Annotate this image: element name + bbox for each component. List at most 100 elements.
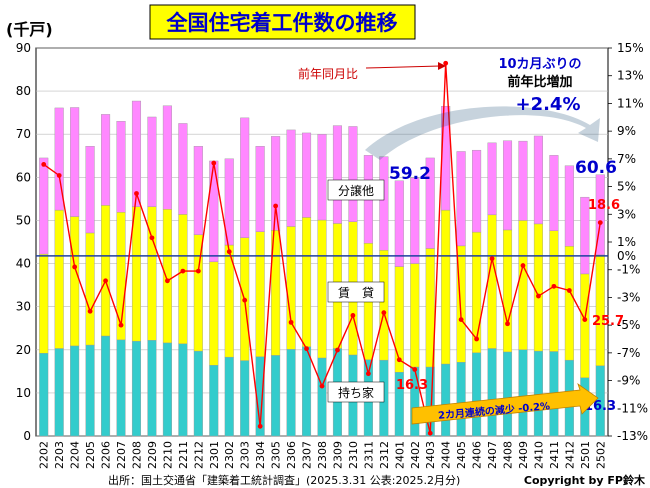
yoy-point-2308: [319, 383, 325, 389]
bar-分譲他-2502: [595, 174, 605, 256]
bar-分譲他-2407: [487, 142, 497, 216]
yoy-point-2410: [536, 293, 541, 299]
bar-持ち家-2408: [502, 351, 513, 437]
x-tick-label: 2310: [347, 441, 360, 469]
yoy-point-2501: [582, 317, 588, 322]
x-tick-label: 2302: [223, 441, 236, 469]
x-tick-label: 2202: [38, 441, 51, 469]
callout-line2: 前年比増加: [507, 74, 572, 90]
bar-分譲他-2205: [85, 146, 95, 234]
bar-賃貸-2306: [286, 226, 296, 350]
y2-tick-label: -9%: [617, 374, 640, 388]
bar-賃貸-2407: [487, 214, 497, 349]
bar-分譲他-2208: [131, 100, 142, 207]
yoy-point-2407: [489, 256, 495, 262]
bar-持ち家-2204: [70, 345, 80, 437]
y2-tick-label: 11%: [617, 96, 644, 110]
x-tick-label: 2312: [378, 441, 391, 469]
x-axis-ticks: 2202 2203 2204 2205 2206 2207 2208 2209 2210 2211…: [38, 441, 608, 469]
yoy-point-2203: [56, 173, 62, 178]
bar-分譲他-2209: [147, 116, 157, 207]
bar-賃貸-2409: [518, 220, 528, 350]
bar-分譲他-2412: [564, 165, 574, 247]
yoy-point-2210: [165, 278, 170, 284]
yoy-point-2303: [242, 297, 248, 303]
yoy-point-2502: [597, 220, 603, 226]
yoy-point-2310: [350, 313, 356, 318]
bar-持ち家-2210: [162, 342, 172, 437]
bar-持ち家-2202: [39, 353, 49, 437]
yoy-point-2306: [288, 319, 294, 325]
x-tick-label: 2204: [69, 441, 82, 469]
yoy-point-2209: [149, 235, 155, 241]
y-tick-label: 0: [23, 429, 31, 443]
bar-分譲他-2305: [271, 136, 281, 231]
y-tick-label: 80: [16, 84, 31, 98]
value-total-2412: 59.2: [389, 164, 431, 184]
value-bunjo-2502: 18.6: [588, 198, 620, 213]
x-tick-label: 2307: [301, 441, 314, 469]
x-tick-label: 2401: [393, 441, 406, 469]
bar-持ち家-2307: [302, 346, 312, 437]
value-mochiie-2501: 16.3: [396, 378, 428, 393]
x-tick-label: 2208: [130, 441, 143, 469]
bar-分譲他-2203: [54, 107, 64, 211]
x-tick-label: 2411: [548, 441, 561, 469]
footer-copyright: Copyright by FP鈴木: [524, 473, 646, 487]
yoy-point-2206: [103, 278, 108, 284]
bar-賃貸-2205: [85, 232, 95, 346]
y2-tick-label: 9%: [617, 124, 636, 138]
bar-分譲他-2308: [317, 134, 327, 221]
x-tick-label: 2304: [254, 441, 267, 469]
yoy-line: [41, 60, 603, 436]
y-tick-label: 40: [16, 257, 31, 271]
y2-tick-label: -7%: [617, 346, 640, 360]
label-mochiie: 持ち家: [338, 385, 374, 400]
bar-持ち家-2405: [456, 362, 466, 437]
bar-賃貸-2202: [39, 253, 49, 354]
x-tick-label: 2206: [100, 441, 113, 469]
y2-tick-label: 13%: [617, 69, 644, 83]
yoy-point-2406: [474, 336, 479, 342]
x-tick-label: 2305: [270, 441, 283, 469]
bar-持ち家-2208: [131, 340, 142, 437]
yoy-point-2307: [304, 346, 309, 352]
y-tick-label: 10: [16, 386, 31, 400]
x-tick-label: 2409: [517, 441, 530, 469]
y2-tick-label: -3%: [617, 290, 640, 304]
bar-分譲他-2304: [255, 146, 265, 232]
x-tick-label: 2301: [208, 441, 221, 469]
x-tick-label: 2407: [486, 441, 499, 469]
bar-分譲他-2207: [116, 121, 126, 213]
y2-tick-label: 15%: [617, 41, 644, 55]
bar-分譲他-2312: [379, 156, 389, 251]
value-chintai-2502: 25.7: [592, 314, 624, 329]
bar-賃貸-2411: [549, 230, 559, 352]
bar-持ち家-2306: [286, 349, 296, 437]
y2-tick-label: -1%: [617, 263, 640, 277]
x-tick-label: 2209: [146, 441, 159, 469]
yoy-point-2301: [211, 160, 217, 166]
bar-分譲他-2411: [549, 155, 559, 231]
x-tick-label: 2410: [532, 441, 545, 469]
yoy-point-2205: [87, 308, 93, 314]
bar-分譲他-2206: [101, 114, 111, 206]
x-tick-label: 2203: [53, 441, 66, 469]
yoy-point-2212: [195, 268, 201, 274]
bar-分譲他-2406: [472, 149, 482, 233]
y-axis-ticks: 0 10 20 30 40 50 60 70 80 90: [16, 41, 31, 443]
x-tick-label: 2501: [579, 441, 592, 469]
bar-持ち家-2205: [85, 344, 95, 437]
bar-賃貸-2404: [441, 209, 451, 365]
yoy-point-2207: [118, 322, 124, 328]
bar-分譲他-2403: [425, 157, 435, 249]
yoy-pointer-head: [438, 62, 446, 70]
bar-分譲他-2202: [39, 157, 49, 255]
yoy-point-2404: [443, 60, 449, 66]
bar-分譲他-2401: [394, 180, 404, 267]
bar-持ち家-2407: [487, 348, 497, 437]
yoy-point-2304: [257, 423, 263, 429]
bar-分譲他-2405: [456, 151, 466, 247]
bar-賃貸-2502: [595, 254, 605, 366]
bar-持ち家-2209: [147, 340, 157, 437]
